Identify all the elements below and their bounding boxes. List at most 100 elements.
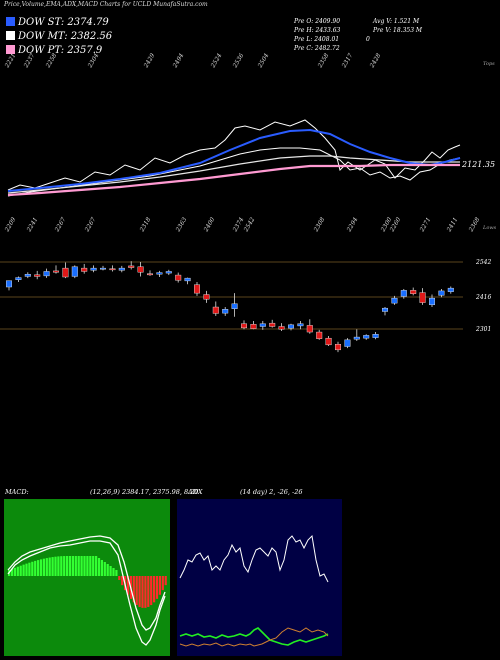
candle-bull (222, 309, 229, 314)
macd-bar-positive (80, 556, 83, 576)
macd-bar-positive (51, 557, 54, 576)
bottom-tick-label: 2241 (25, 216, 39, 234)
macd-bar-positive (42, 558, 45, 576)
macd-bar-negative (135, 576, 138, 606)
candle-bull (259, 323, 266, 327)
macd-bar-positive (16, 566, 19, 576)
macd-values: (12,26,9) 2384.17, 2375.98, 8.20 (90, 488, 198, 496)
candle-bull (447, 287, 454, 292)
candle-bull (429, 297, 436, 306)
ohlc-close: Pre C: 2482.72 (294, 45, 340, 52)
top-tick-label: 2258 (44, 52, 58, 70)
macd-bar-positive (92, 556, 95, 576)
top-tick-label: 2504 (256, 52, 270, 70)
bottom-tick-label: 2318 (138, 216, 152, 234)
bottom-tick-label: 2411 (445, 216, 459, 234)
candle-bull (391, 297, 398, 304)
macd-bar-negative (132, 576, 135, 603)
bottom-tick-label: 2400 (202, 216, 216, 234)
legend-swatch-pink (6, 45, 15, 54)
bottom-tick-label: 2209 (3, 216, 17, 234)
candle-bull (353, 336, 360, 340)
macd-bar-negative (141, 576, 144, 608)
legend-dow-st: DOW ST: 2374.79 (6, 17, 109, 28)
macd-bar-positive (10, 568, 14, 576)
macd-bar-positive (95, 556, 98, 576)
candle-bear (53, 270, 60, 273)
ohlc-extra: 0 (366, 36, 370, 43)
legend-label: DOW PT: 2357.9 (18, 45, 103, 56)
legend-label: DOW MT: 2382.56 (18, 31, 113, 42)
macd-bar-negative (158, 576, 161, 595)
candle-bear (316, 331, 323, 339)
macd-bar-negative (164, 576, 167, 586)
candlestick-series (5, 261, 454, 353)
macd-bar-positive (28, 562, 31, 576)
macd-bar-positive (97, 558, 101, 576)
macd-bar-positive (25, 563, 28, 576)
ohlc-low: Pre L: 2408.01 (294, 36, 340, 43)
macd-bar-positive (54, 556, 57, 576)
top-tick-label: 2317 (340, 52, 354, 70)
lows-label: Lows (482, 225, 497, 231)
macd-bar-positive (66, 556, 69, 576)
ohlc-high: Pre H: 2433.63 (294, 27, 341, 34)
level-label-2542: 2542 (475, 259, 491, 266)
top-tick-label: 2536 (231, 52, 245, 70)
adx-line (179, 534, 329, 583)
legend-swatch-blue (6, 17, 15, 26)
candle-bull (382, 307, 389, 312)
candle-bear (278, 326, 285, 330)
price-line-upper (7, 119, 461, 191)
macd-bar-positive (39, 559, 43, 576)
macd-bar-positive (68, 556, 72, 576)
bottom-tick-label: 2374 (231, 216, 245, 234)
macd-bar-positive (74, 556, 77, 576)
top-tick-label: 2237 (22, 52, 36, 70)
macd-bar-positive (31, 561, 34, 576)
macd-bar-negative (161, 576, 164, 591)
candle-bear (81, 267, 88, 272)
macd-bar-negative (155, 576, 159, 599)
bottom-tick-label: 2271 (418, 216, 432, 234)
macd-bar-negative (144, 576, 147, 608)
ohlc-avg-volume: Avg V: 1.521 M (373, 18, 420, 25)
candle-bull (43, 271, 50, 277)
bottom-tick-label: 2267 (83, 216, 97, 234)
macd-bar-positive (63, 556, 66, 576)
macd-bar-positive (13, 567, 16, 576)
top-tick-label: 2524 (209, 52, 223, 70)
candle-bull (297, 323, 304, 327)
macd-histogram (8, 556, 167, 608)
macd-bar-negative (150, 576, 153, 606)
macd-bar-positive (45, 558, 48, 576)
candle-bull (438, 290, 445, 296)
bottom-tick-label: 2294 (345, 216, 359, 234)
legend-swatch-white (6, 31, 15, 40)
legend-label: DOW ST: 2374.79 (18, 17, 109, 28)
candle-bull (71, 266, 78, 277)
candle-bear (34, 274, 41, 277)
candle-bear (212, 306, 219, 314)
bottom-tick-label: 2368 (467, 216, 481, 234)
candle-bear (335, 344, 342, 351)
macd-bar-positive (57, 556, 60, 576)
candle-bull (90, 267, 97, 271)
macd-bar-positive (60, 556, 63, 576)
candle-bear (137, 266, 144, 273)
candle-bull (363, 335, 370, 339)
candle-bear (410, 290, 417, 294)
legend-dow-pt: DOW PT: 2357.9 (6, 45, 102, 56)
candle-bear (175, 274, 182, 281)
candle-bull (288, 324, 295, 329)
candle-bull (344, 339, 351, 347)
macd-label: MACD: (4, 488, 29, 496)
macd-bar-positive (115, 570, 118, 576)
bottom-tick-label: 2308 (312, 216, 326, 234)
top-tick-labels: 2221 2237 2258 2304 2429 2494 2524 2536 2504 2358… (3, 52, 382, 70)
adx-label: ADX (187, 488, 203, 496)
tops-label: Tops (483, 61, 495, 67)
ema-st-line (7, 128, 461, 192)
candle-bear (306, 325, 313, 333)
macd-bar-positive (106, 564, 109, 576)
